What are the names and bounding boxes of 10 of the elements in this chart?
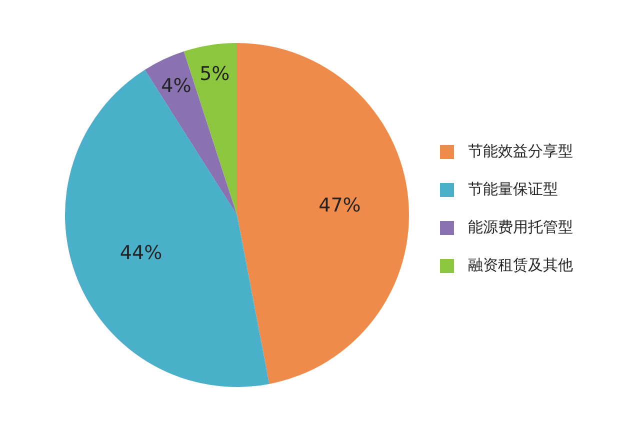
pie-slice: [237, 43, 409, 384]
data-label: 4%: [161, 74, 192, 97]
data-label: 5%: [200, 63, 230, 85]
data-label: 44%: [120, 242, 162, 264]
pie-slice: [144, 51, 237, 215]
data-label: 47%: [318, 194, 361, 216]
legend-label: 能源费用托管型: [468, 218, 573, 236]
legend-label: 节能量保证型: [468, 180, 558, 198]
legend-label: 节能效益分享型: [468, 142, 573, 160]
legend-label: 融资租赁及其他: [468, 256, 573, 274]
